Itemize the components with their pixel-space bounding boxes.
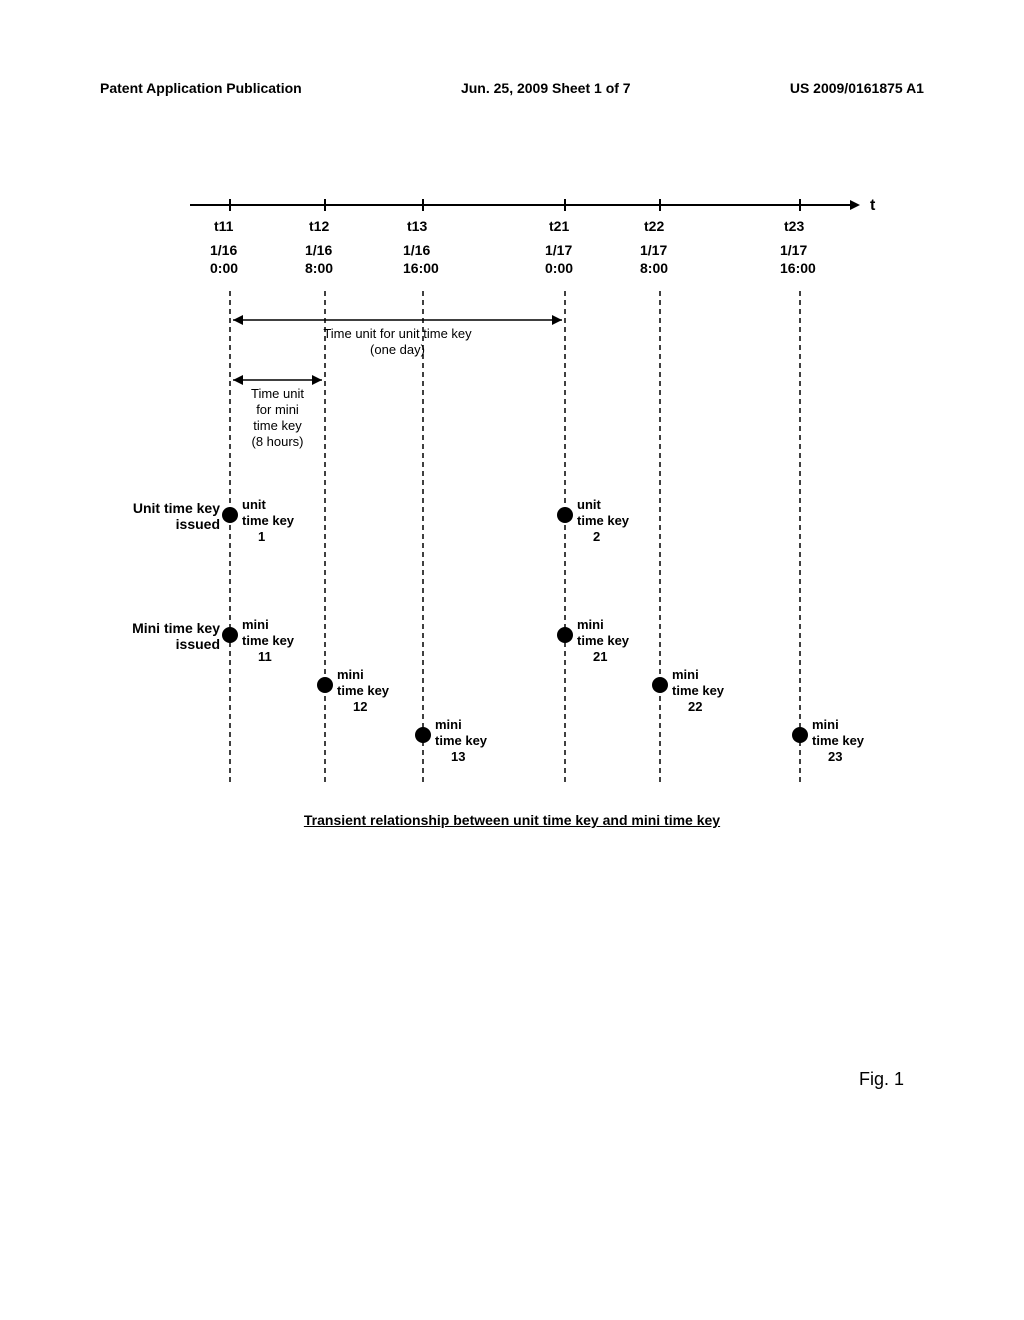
header-right: US 2009/0161875 A1 — [790, 80, 924, 96]
svg-text:time key: time key — [337, 683, 390, 698]
svg-text:16:00: 16:00 — [780, 260, 816, 276]
svg-text:time key: time key — [577, 633, 630, 648]
svg-text:0:00: 0:00 — [545, 260, 573, 276]
svg-text:23: 23 — [828, 749, 842, 764]
svg-text:t11: t11 — [214, 218, 234, 234]
svg-text:unit: unit — [577, 497, 601, 512]
svg-text:mini: mini — [812, 717, 839, 732]
svg-text:2: 2 — [593, 529, 600, 544]
svg-text:1/17: 1/17 — [780, 242, 807, 258]
header-center: Jun. 25, 2009 Sheet 1 of 7 — [461, 80, 631, 96]
svg-text:Mini time key: Mini time key — [132, 620, 220, 636]
svg-text:8:00: 8:00 — [640, 260, 668, 276]
svg-text:time key: time key — [672, 683, 725, 698]
svg-text:1/16: 1/16 — [403, 242, 430, 258]
svg-text:1/16: 1/16 — [305, 242, 332, 258]
svg-text:time key: time key — [253, 418, 302, 433]
svg-text:1/17: 1/17 — [545, 242, 572, 258]
svg-text:mini: mini — [242, 617, 269, 632]
svg-text:time key: time key — [242, 633, 295, 648]
svg-text:t: t — [870, 197, 876, 214]
svg-text:t23: t23 — [784, 218, 804, 234]
svg-text:for mini: for mini — [256, 402, 299, 417]
svg-text:13: 13 — [451, 749, 465, 764]
svg-text:(8 hours): (8 hours) — [251, 434, 303, 449]
svg-text:t12: t12 — [309, 218, 329, 234]
diagram-caption: Transient relationship between unit time… — [0, 812, 1024, 828]
svg-text:16:00: 16:00 — [403, 260, 439, 276]
svg-text:t13: t13 — [407, 218, 427, 234]
page-header: Patent Application Publication Jun. 25, … — [100, 80, 924, 96]
svg-text:issued: issued — [176, 516, 220, 532]
svg-text:Time unit for unit time key: Time unit for unit time key — [323, 326, 472, 341]
svg-text:unit: unit — [242, 497, 266, 512]
svg-text:0:00: 0:00 — [210, 260, 238, 276]
svg-text:issued: issued — [176, 636, 220, 652]
svg-text:1/16: 1/16 — [210, 242, 237, 258]
svg-text:12: 12 — [353, 699, 367, 714]
svg-text:mini: mini — [577, 617, 604, 632]
svg-text:(one day): (one day) — [370, 342, 425, 357]
svg-text:8:00: 8:00 — [305, 260, 333, 276]
svg-text:21: 21 — [593, 649, 607, 664]
header-left: Patent Application Publication — [100, 80, 302, 96]
svg-text:22: 22 — [688, 699, 702, 714]
svg-text:time key: time key — [812, 733, 865, 748]
svg-text:1/17: 1/17 — [640, 242, 667, 258]
svg-text:11: 11 — [258, 649, 272, 664]
svg-text:Unit time key: Unit time key — [133, 500, 220, 516]
svg-text:t22: t22 — [644, 218, 664, 234]
diagram: t t11 1/16 0:00 t12 1/16 8:00 t13 1/16 16:00 t21 1/… — [100, 195, 880, 795]
svg-text:time key: time key — [242, 513, 295, 528]
svg-text:1: 1 — [258, 529, 265, 544]
svg-text:mini: mini — [337, 667, 364, 682]
svg-text:mini: mini — [672, 667, 699, 682]
svg-text:t21: t21 — [549, 218, 569, 234]
svg-text:mini: mini — [435, 717, 462, 732]
svg-text:time key: time key — [435, 733, 488, 748]
svg-text:time key: time key — [577, 513, 630, 528]
svg-text:Time unit: Time unit — [251, 386, 304, 401]
figure-label: Fig. 1 — [859, 1069, 904, 1090]
